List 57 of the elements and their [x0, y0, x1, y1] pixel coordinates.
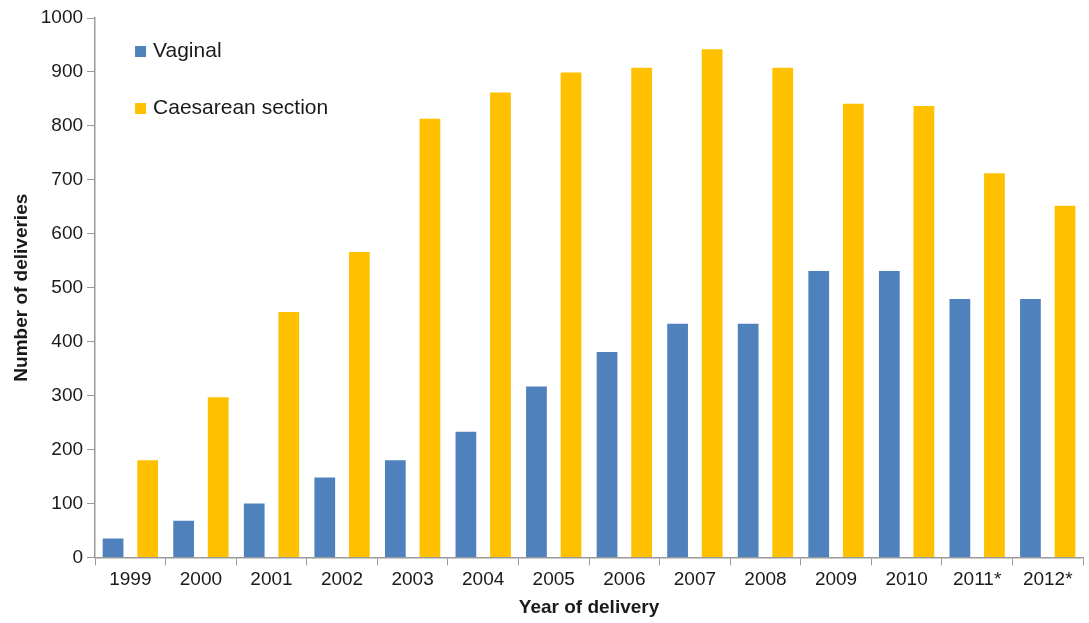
bar [455, 431, 477, 557]
bar [913, 105, 935, 557]
x-tick-label: 2010 [885, 568, 928, 590]
bar [419, 118, 441, 557]
x-tick-label: 2001 [250, 568, 293, 590]
bar [667, 323, 688, 557]
y-tick-label: 400 [51, 329, 84, 351]
x-tick-label: 1999 [109, 568, 152, 590]
y-tick-label: 300 [51, 383, 84, 405]
x-tick-label: 2011* [953, 568, 1002, 590]
y-tick-label: 200 [51, 437, 84, 459]
x-tick-label: 2000 [179, 568, 223, 590]
x-axis-title: Year of delivery [518, 595, 660, 617]
y-tick-label: 600 [51, 221, 84, 243]
bar [701, 49, 723, 557]
y-tick-label: 900 [51, 60, 84, 82]
bar [490, 92, 511, 557]
bar [278, 311, 300, 557]
bar [1020, 299, 1041, 557]
bar [1054, 205, 1076, 557]
bar [842, 103, 864, 557]
x-tick-label: 2002 [320, 568, 364, 590]
x-tick-label: 2008 [744, 568, 787, 590]
bar [384, 460, 406, 557]
y-tick-label: 1000 [40, 6, 84, 28]
bar [772, 67, 794, 557]
x-tick-label: 2004 [462, 568, 505, 590]
bar [737, 323, 759, 557]
x-tick-label: 2007 [673, 568, 717, 590]
x-tick-label: 2009 [814, 568, 858, 590]
y-tick-label: 0 [72, 545, 84, 567]
y-tick-label: 700 [51, 168, 84, 190]
bar [984, 173, 1005, 557]
bar [949, 299, 971, 557]
x-tick-label: 2006 [603, 568, 646, 590]
y-axis-title: Number of deliveries [9, 193, 31, 382]
bar [137, 460, 159, 557]
x-tick-label: 2003 [391, 568, 434, 590]
bar [808, 270, 830, 557]
bar [207, 397, 229, 557]
legend-label: Caesarean section [153, 94, 329, 118]
bar [243, 503, 265, 557]
y-tick-label: 500 [51, 275, 84, 297]
bar [560, 72, 582, 557]
y-tick-label: 800 [51, 114, 84, 136]
bar [631, 67, 652, 557]
x-tick-label: 2012* [1022, 568, 1074, 590]
bar [173, 520, 194, 557]
y-tick-label: 100 [51, 491, 84, 513]
legend-label: Vaginal [153, 37, 222, 61]
bar [596, 351, 618, 557]
x-tick-label: 2005 [532, 568, 575, 590]
bar [102, 538, 124, 557]
bar [348, 252, 370, 557]
bar [526, 386, 547, 557]
bar [878, 270, 900, 557]
bar [314, 477, 336, 557]
